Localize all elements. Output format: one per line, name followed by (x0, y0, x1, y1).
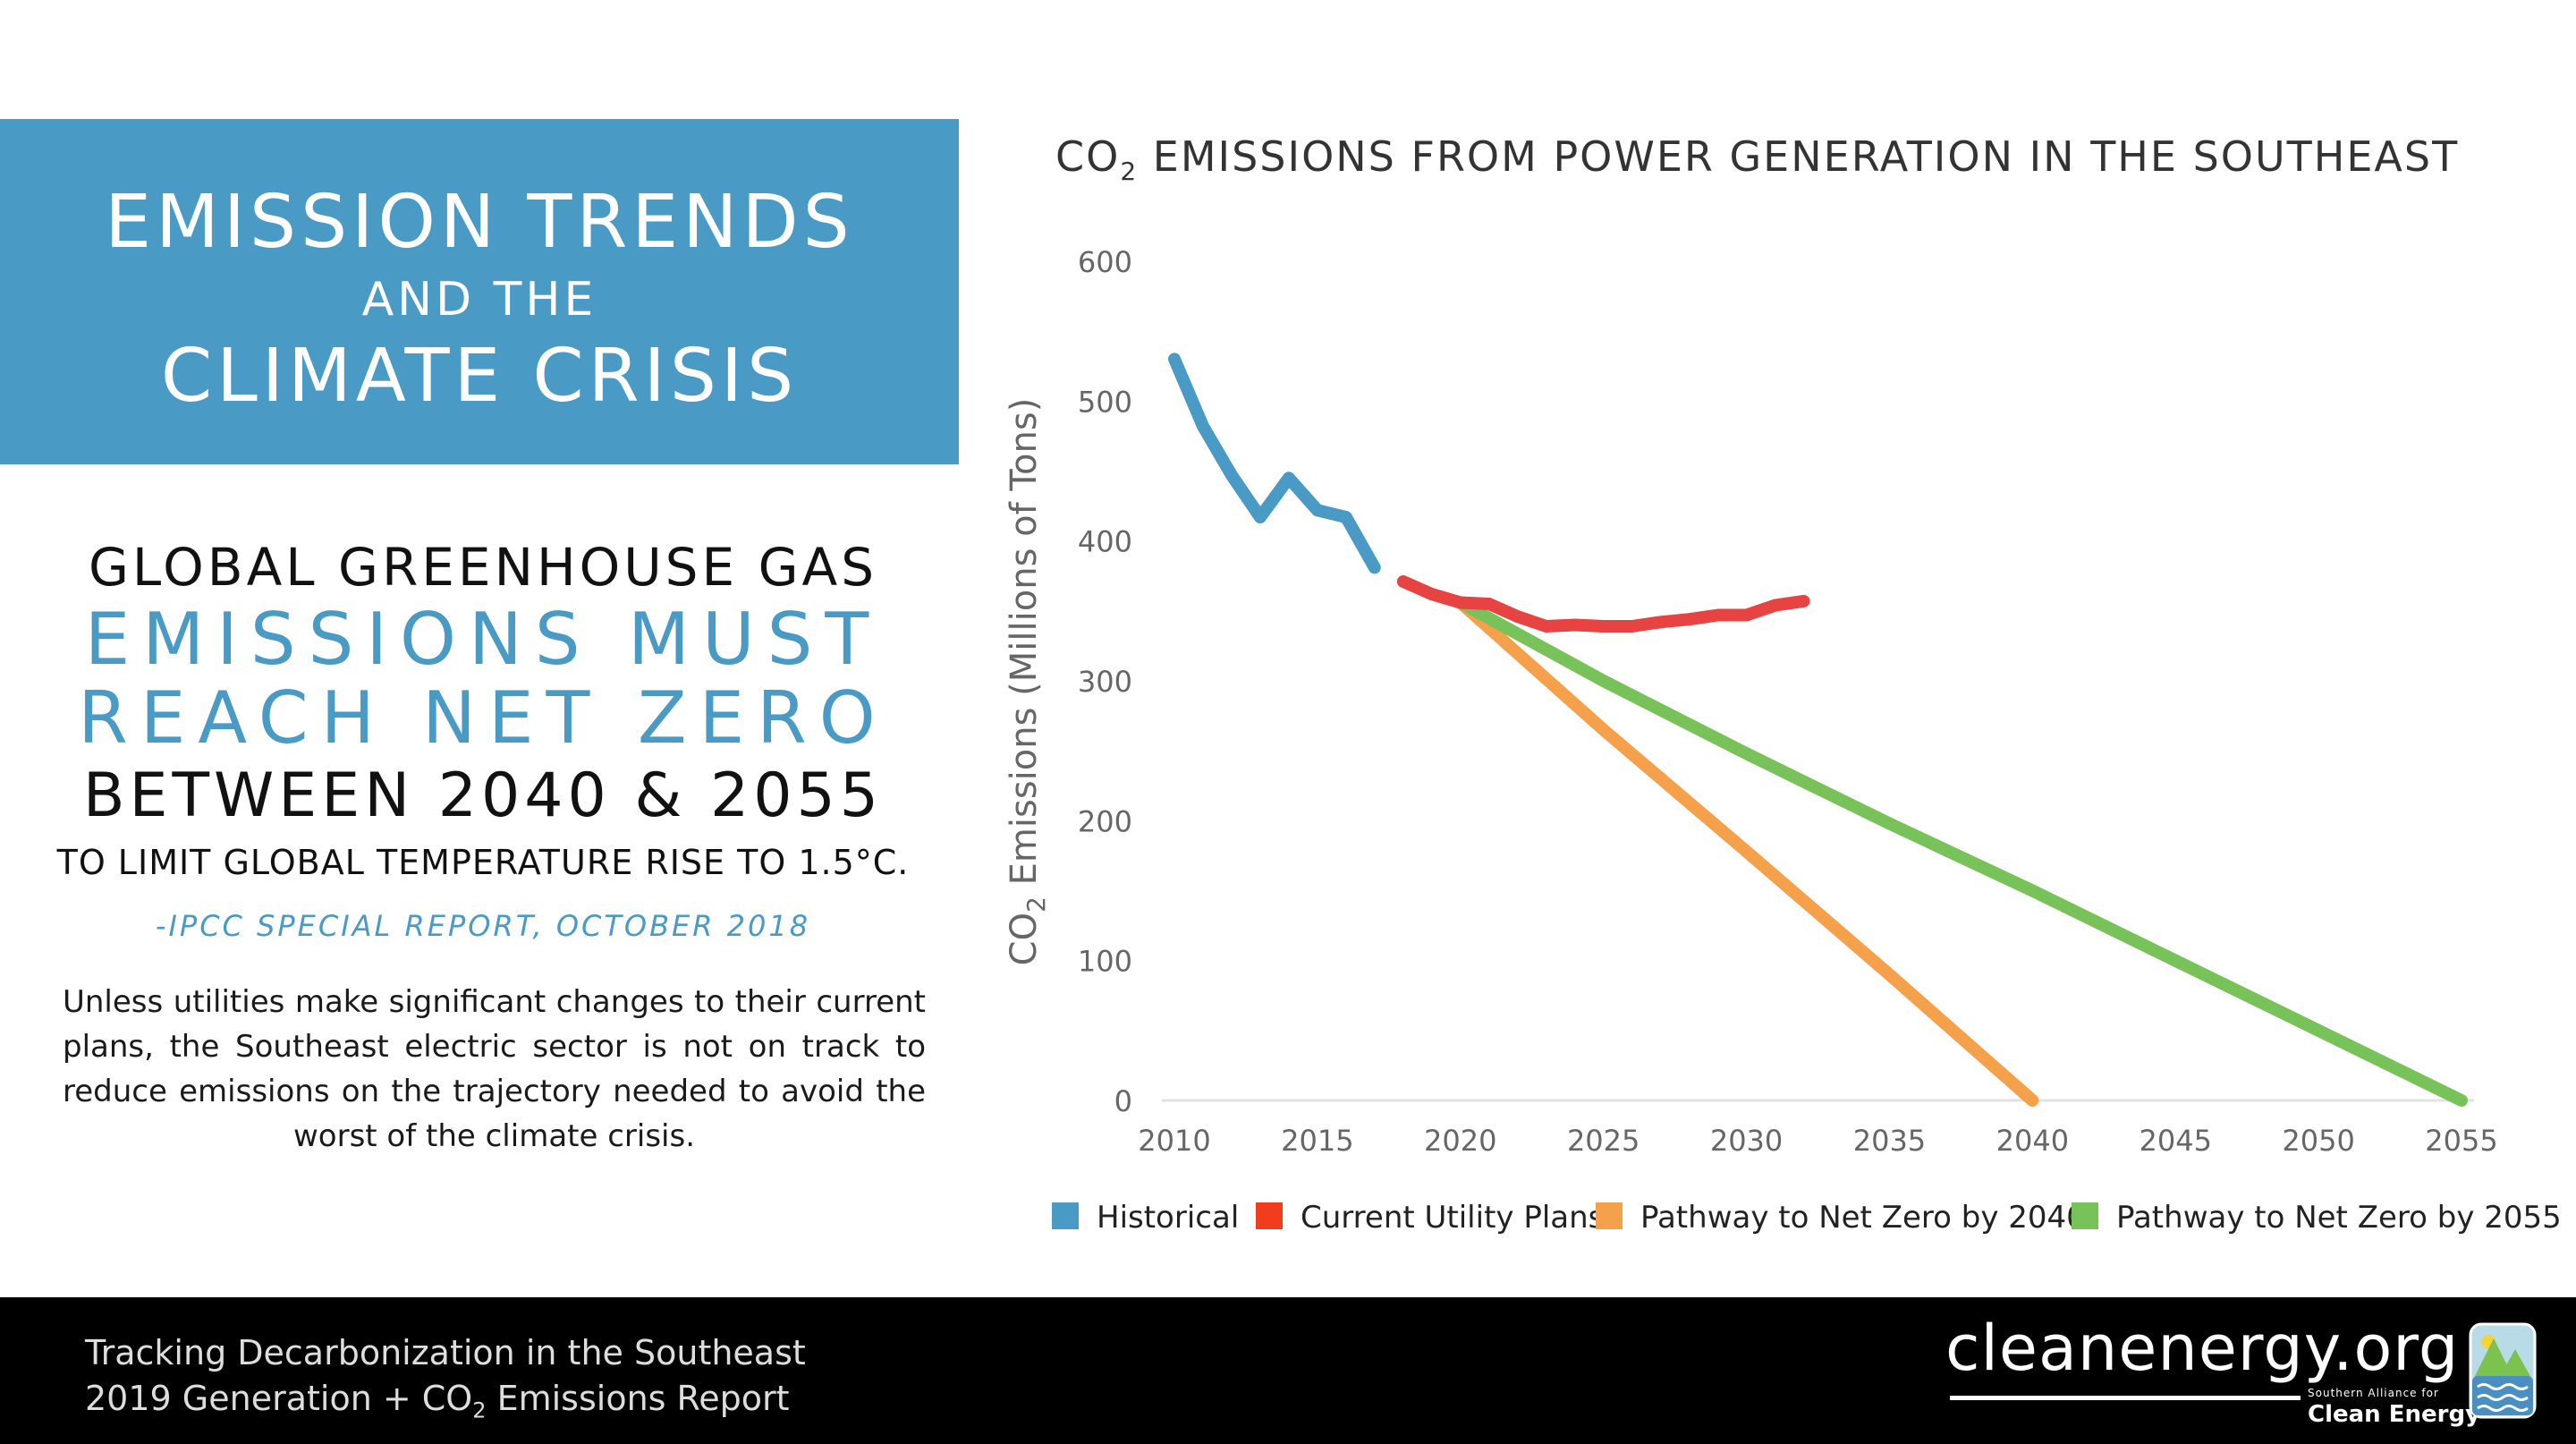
mountain-water-logo-icon (2469, 1322, 2537, 1419)
x-tick-label: 2035 (1853, 1124, 1926, 1158)
quote-line-4: BETWEEN 2040 & 2055 (82, 760, 884, 831)
series-line-pathway-to-net-zero-by-2055 (1453, 596, 2468, 1107)
quote-line-1: GLOBAL GREENHOUSE GAS (88, 537, 878, 598)
x-tick-label: 2025 (1567, 1124, 1640, 1158)
legend-label: Historical (1097, 1200, 1239, 1236)
y-axis-label: CO2 Emissions (Millions of Tons) (1004, 398, 1051, 966)
logo-tagline-big: Clean Energy (2308, 1401, 2481, 1428)
chart-title-prefix: CO (1055, 132, 1121, 181)
y-tick-label: 100 (1078, 945, 1132, 979)
y-tick-label: 400 (1078, 525, 1132, 559)
emissions-chart: 0 100 200 300 400 500 600 2010 2015 2020 2025 2030 2… (1004, 245, 2562, 1236)
quote-source: -IPCC SPECIAL REPORT, OCTOBER 2018 (155, 909, 811, 943)
logo-wordmark[interactable]: cleanenergy.org (1945, 1312, 2460, 1385)
legend-swatch (1596, 1202, 1623, 1229)
series-line-historical (1168, 353, 1381, 574)
legend-swatch (2072, 1202, 2098, 1229)
header-banner: EMISSION TRENDS AND THE CLIMATE CRISIS (0, 119, 959, 464)
y-tick-label: 200 (1078, 804, 1132, 838)
series-line-pathway-to-net-zero-by-2040 (1453, 596, 2039, 1107)
x-tick-label: 2030 (1710, 1124, 1783, 1158)
y-tick-label: 300 (1078, 665, 1132, 699)
footer-line-2-sub: 2 (472, 1397, 487, 1423)
header-line-2: AND THE (361, 273, 597, 327)
quote-line-2: EMISSIONS MUST (84, 598, 882, 681)
legend-label: Current Utility Plans (1301, 1200, 1604, 1236)
legend-label: Pathway to Net Zero by 2040 (1640, 1200, 2086, 1236)
logo-tagline-small: Southern Alliance for (2308, 1387, 2439, 1399)
y-tick-label: 500 (1078, 385, 1132, 419)
x-tick-label: 2050 (2282, 1124, 2354, 1158)
footer-line-2: 2019 Generation + CO2 Emissions Report (85, 1379, 790, 1423)
x-tick-label: 2055 (2425, 1124, 2497, 1158)
x-tick-label: 2015 (1281, 1124, 1353, 1158)
footer-bar: Tracking Decarbonization in the Southeas… (0, 1297, 2576, 1444)
x-tick-label: 2040 (1996, 1124, 2069, 1158)
header-line-3: CLIMATE CRISIS (160, 334, 799, 419)
logo-underline (1950, 1396, 2301, 1400)
series-line-current-utility-plans (1396, 575, 1810, 633)
chart-title-sub: 2 (1120, 157, 1139, 187)
legend-swatch (1256, 1202, 1283, 1229)
footer-line-1: Tracking Decarbonization in the Southeas… (85, 1333, 806, 1372)
body-paragraph: Unless utilities make significant change… (63, 984, 926, 1154)
chart-title-suffix: EMISSIONS FROM POWER GENERATION IN THE S… (1138, 132, 2460, 181)
x-tick-label: 2010 (1138, 1124, 1210, 1158)
header-line-1: EMISSION TRENDS (105, 180, 854, 265)
y-tick-label: 600 (1078, 245, 1132, 279)
x-tick-label: 2020 (1424, 1124, 1496, 1158)
legend-label: Pathway to Net Zero by 2055 (2116, 1200, 2562, 1236)
quote-line-3: REACH NET ZERO (78, 676, 888, 760)
x-tick-label: 2045 (2140, 1124, 2212, 1158)
chart-title: CO2 EMISSIONS FROM POWER GENERATION IN T… (1055, 132, 2459, 186)
y-tick-label: 0 (1114, 1084, 1132, 1118)
footer-line-2-suffix: Emissions Report (486, 1379, 790, 1418)
footer-line-2-prefix: 2019 Generation + CO (85, 1379, 473, 1418)
quote-line-5: TO LIMIT GLOBAL TEMPERATURE RISE TO 1.5°… (56, 843, 910, 882)
legend-swatch (1052, 1202, 1079, 1229)
